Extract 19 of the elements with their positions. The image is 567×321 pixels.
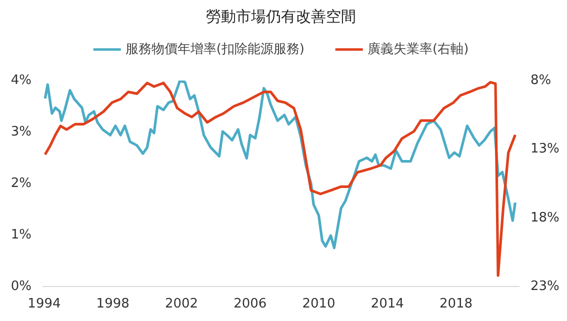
legend-label: 服務物價年增率(扣除能源服務) <box>125 41 304 58</box>
x-tick-label: 2010 <box>302 296 336 312</box>
y-tick-label: 2% <box>10 176 32 191</box>
y-tick-label: 0% <box>10 279 32 294</box>
x-tick-label: 2014 <box>370 296 404 312</box>
y-tick-label: 3% <box>10 124 32 140</box>
y-tick-label: 4% <box>10 73 32 88</box>
x-tick-label: 1998 <box>96 296 130 312</box>
x-tick-label: 1994 <box>28 296 61 312</box>
x-tick-label: 2018 <box>439 296 473 312</box>
x-tick-label: 2006 <box>234 296 267 312</box>
legend-label: 廣義失業率(右軸) <box>368 41 469 58</box>
y2-tick-label: 8% <box>530 73 552 88</box>
y2-tick-label: 13% <box>530 142 560 157</box>
x-tick-label: 2002 <box>164 296 198 312</box>
y2-tick-label: 23% <box>530 279 560 294</box>
chart-title: 勞動市場仍有改善空間 <box>206 8 356 26</box>
y-tick-label: 1% <box>10 228 32 242</box>
y2-tick-label: 18% <box>530 210 560 226</box>
